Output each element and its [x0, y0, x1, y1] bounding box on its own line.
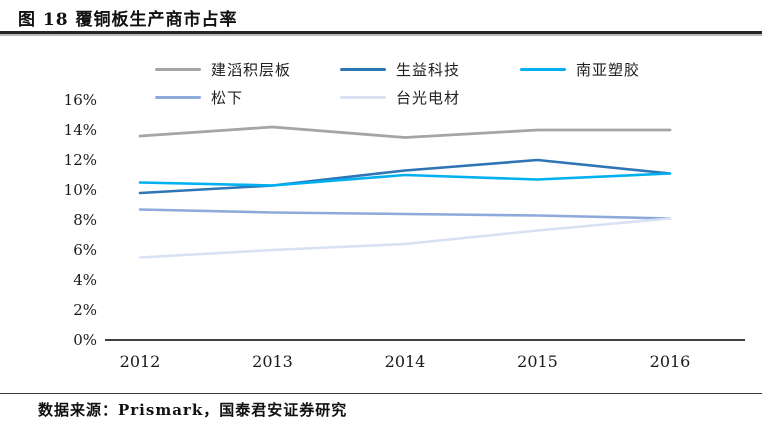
y-tick-14: 14% [63, 121, 97, 139]
series-line-2 [138, 172, 672, 187]
y-tick-2: 2% [73, 301, 97, 319]
legend-line-swatch [340, 67, 386, 71]
y-tick-0: 0% [73, 331, 97, 349]
legend-item-0: 建滔积层板 [155, 60, 292, 79]
series-line-0 [138, 125, 672, 139]
source-note: 数据来源：Prismark，国泰君安证券研究 [38, 401, 348, 419]
title-underline-rule [0, 31, 762, 34]
series-line-1 [138, 158, 672, 195]
y-tick-10: 10% [63, 181, 97, 199]
y-tick-8: 8% [73, 211, 97, 229]
legend-line-swatch [520, 67, 566, 71]
x-tick-2015: 2015 [517, 352, 558, 371]
x-tick-2014: 2014 [384, 352, 426, 371]
y-tick-4: 4% [73, 271, 97, 289]
y-tick-6: 6% [73, 241, 97, 259]
legend-label: 建滔积层板 [211, 60, 292, 79]
legend-line-swatch [155, 95, 201, 99]
series-line-3 [138, 208, 672, 220]
legend-item-1: 生益科技 [340, 60, 461, 79]
x-tick-2012: 2012 [119, 352, 161, 371]
legend-label: 生益科技 [396, 60, 461, 79]
series-line-4 [138, 217, 672, 259]
legend-item-2: 南亚塑胶 [520, 60, 641, 79]
legend-item-4: 台光电材 [340, 88, 461, 107]
legend-line-swatch [340, 95, 386, 99]
footer-divider-rule [0, 393, 762, 394]
y-tick-16: 16% [63, 91, 97, 109]
figure-title: 图 18 覆铜板生产商市占率 [18, 10, 238, 30]
x-tick-2016: 2016 [649, 352, 691, 371]
legend-label: 南亚塑胶 [576, 60, 641, 79]
legend-item-3: 松下 [155, 88, 244, 107]
legend-label: 台光电材 [396, 88, 461, 107]
legend-label: 松下 [211, 88, 244, 107]
y-tick-12: 12% [63, 151, 97, 169]
line-chart-plot-area [105, 125, 745, 341]
legend-line-swatch [155, 67, 201, 71]
x-tick-2013: 2013 [252, 352, 293, 371]
